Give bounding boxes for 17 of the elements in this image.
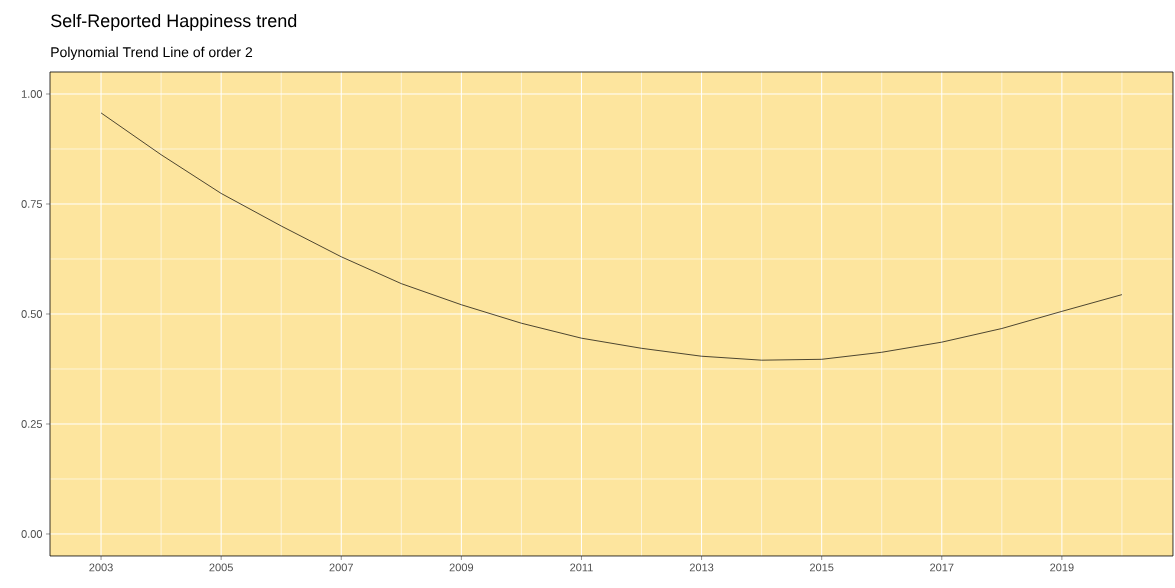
y-tick-label: 0.25 [21,420,43,428]
x-tick-label: 2013 [689,563,714,572]
chart-title: Self-Reported Happiness trend [51,13,297,31]
chart-subtitle: Polynomial Trend Line of order 2 [51,46,253,60]
x-tick-label: 2009 [449,563,474,572]
x-tick-label: 2007 [329,563,353,572]
x-tick-label: 2005 [209,563,233,572]
line-series [100,112,1123,361]
y-tick-label: 0.75 [21,200,43,208]
y-tick-label: 0.50 [21,310,43,318]
x-tick-label: 2017 [930,563,954,572]
y-tick-label: 0.00 [21,530,43,538]
x-tick-label: 2003 [89,563,113,572]
x-tick-label: 2019 [1050,563,1074,572]
y-tick-label: 1.00 [21,90,43,98]
x-tick-label: 2011 [570,563,593,572]
x-tick-label: 2015 [809,563,834,572]
